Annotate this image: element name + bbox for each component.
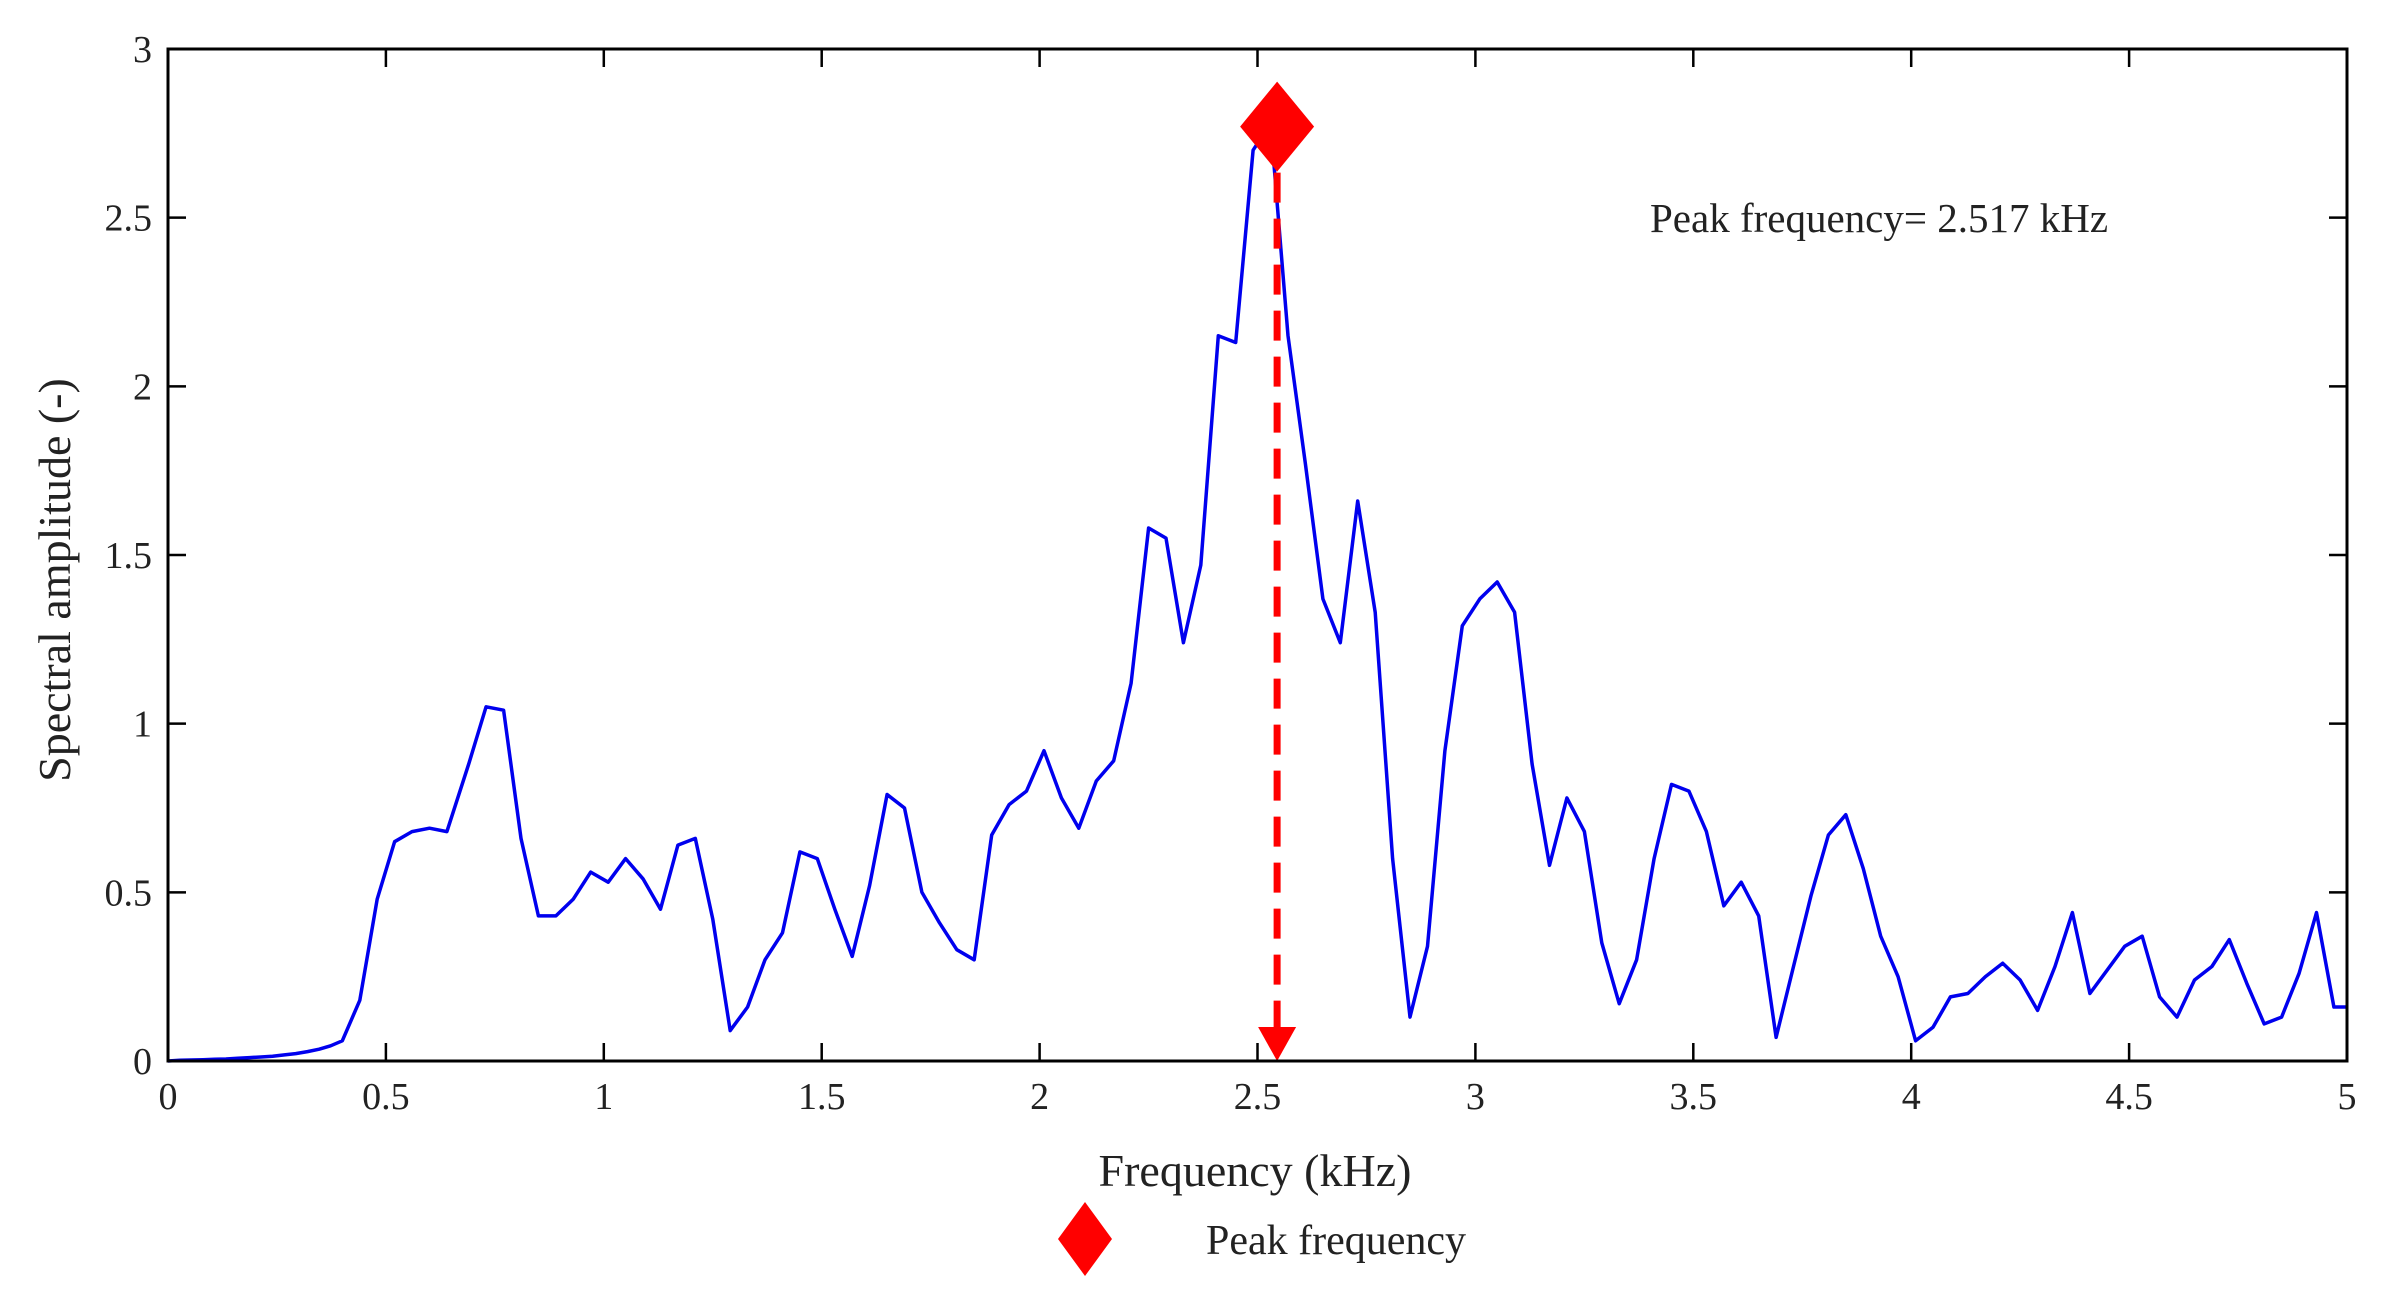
y-axis-label: Spectral amplitude (-) (29, 378, 80, 782)
x-tick-label: 3.5 (1670, 1076, 1718, 1118)
x-axis-ticks: 0 0.5 1 1.5 2 2.5 3 3.5 4 4.5 5 (159, 49, 2357, 1118)
x-tick-label: 1.5 (798, 1076, 846, 1118)
y-tick-label: 1.5 (105, 535, 153, 577)
y-tick-label: 3 (133, 29, 152, 71)
spectrum-series-line (167, 121, 2347, 1063)
x-tick-label: 2.5 (1234, 1076, 1282, 1118)
x-tick-label: 0 (159, 1076, 178, 1118)
peak-marker (1240, 81, 1315, 172)
x-tick-label: 5 (2338, 1076, 2357, 1118)
plot-area-frame (166, 47, 2349, 1063)
x-tick-label: 4.5 (2105, 1076, 2153, 1118)
peak-marker-group (1240, 81, 1315, 1061)
y-tick-label: 0.5 (105, 872, 153, 914)
y-tick-label: 1 (133, 704, 152, 746)
y-tick-label: 0 (133, 1041, 152, 1083)
y-tick-label: 2 (133, 366, 152, 408)
x-tick-label: 3 (1466, 1076, 1485, 1118)
peak-annotation: Peak frequency= 2.517 kHz (1650, 195, 2108, 241)
legend-label: Peak frequency (1206, 1218, 1466, 1264)
x-tick-label: 0.5 (362, 1076, 410, 1118)
legend-peak-marker (1058, 1202, 1112, 1276)
x-tick-label: 2 (1030, 1076, 1049, 1118)
y-tick-label: 2.5 (105, 198, 153, 240)
x-tick-label: 4 (1902, 1076, 1921, 1118)
x-tick-label: 1 (594, 1076, 613, 1118)
legend: Peak frequency (1058, 1202, 1466, 1276)
peak-arrowhead (1258, 1027, 1297, 1061)
x-axis-label: Frequency (kHz) (1099, 1145, 1412, 1196)
